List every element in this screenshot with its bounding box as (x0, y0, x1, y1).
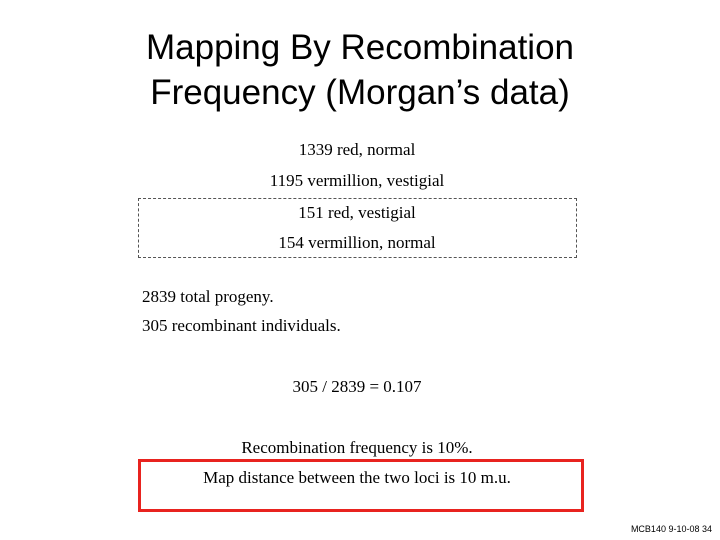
conclusion-line: Map distance between the two loci is 10 … (203, 468, 511, 487)
progeny-line: 151 red, vestigial (298, 203, 416, 222)
title-line: Frequency (Morgan’s data) (150, 73, 570, 112)
progeny-line: 1195 vermillion, vestigial (269, 171, 445, 190)
progeny-line: 154 vermillion, normal (278, 233, 436, 252)
calculation: 305 / 2839 = 0.107 (292, 377, 422, 396)
footer: MCB140 9-10-08 34 (630, 524, 712, 534)
title-line: Mapping By Recombination (145, 28, 574, 67)
highlight-box (138, 459, 584, 512)
progeny-line: 1339 red, normal (298, 140, 416, 159)
recombinant-box (138, 198, 577, 258)
total-line: 2839 total progeny. (142, 287, 274, 306)
total-line: 305 recombinant individuals. (142, 316, 341, 335)
conclusion-line: Recombination frequency is 10%. (241, 438, 473, 457)
